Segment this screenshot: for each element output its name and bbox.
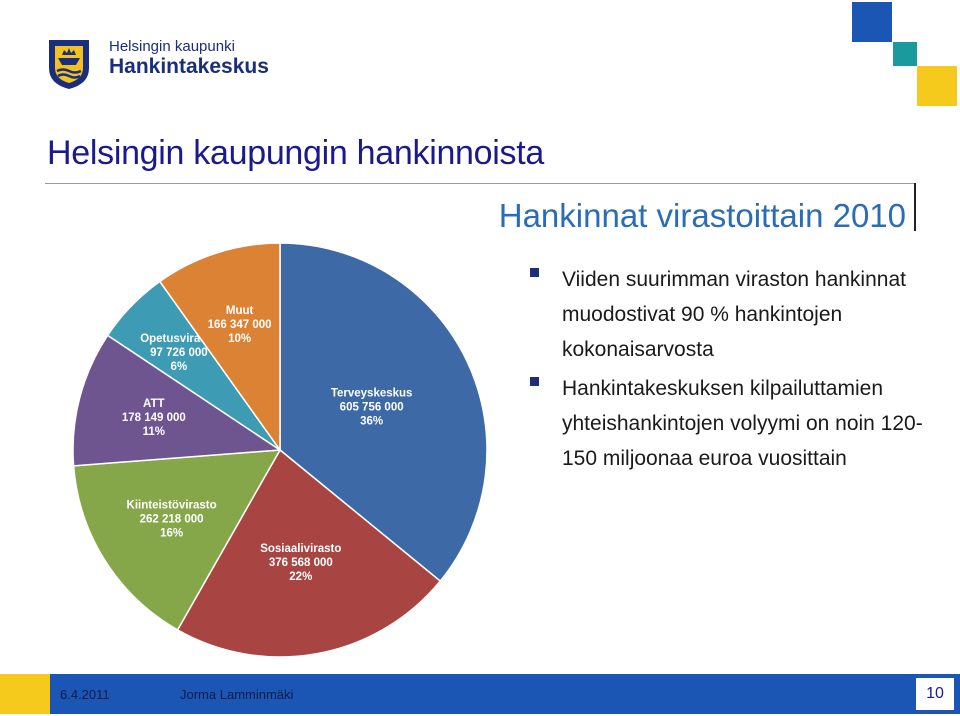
slice-label-name: Sosiaalivirasto — [260, 543, 341, 555]
footer-date: 6.4.2011 — [60, 687, 110, 702]
slice-label-value: 376 568 000 — [269, 557, 333, 569]
helsinki-crest-icon — [49, 40, 89, 89]
slice-label-group: ATT 178 149 000 11% — [122, 398, 186, 438]
slice-label-group: Sosiaalivirasto 376 568 000 22% — [260, 543, 341, 583]
slice-label-percent: 10% — [228, 333, 251, 345]
slice-label-name: Terveyskeskus — [331, 388, 413, 400]
slice-label-name: Muut — [226, 305, 254, 317]
footer-author: Jorma Lamminmäki — [180, 687, 294, 702]
slice-label-group: Terveyskeskus 605 756 000 36% — [331, 388, 413, 428]
org-name: Helsingin kaupunki — [109, 38, 235, 55]
slice-label-percent: 16% — [160, 528, 183, 540]
deco-square-blue — [852, 2, 892, 42]
slice-label-value: 166 347 000 — [208, 319, 272, 331]
slice-label-value: 178 149 000 — [122, 412, 186, 424]
pie-slice-kiinteistövirasto — [72, 449, 282, 631]
slide-subtitle: Hankinnat virastoittain 2010 — [498, 197, 906, 234]
slice-label-value: 97 726 000 — [150, 347, 208, 359]
slice-label-value: 262 218 000 — [140, 514, 204, 526]
pie-chart: Terveyskeskus 605 756 000 36% Sosiaaliviras… — [72, 242, 488, 658]
slice-label-value: 605 756 000 — [340, 402, 404, 414]
slice-label-percent: 36% — [360, 416, 383, 428]
slice-label-name: Kiinteistövirasto — [127, 500, 217, 512]
org-unit-name: Hankintakeskus — [109, 55, 269, 78]
deco-square-yellow — [917, 66, 957, 106]
bullet-item: Hankintakeskuksen kilpailuttamien yhteis… — [528, 371, 948, 476]
slide-title: Helsingin kaupungin hankinnoista — [47, 134, 544, 172]
title-divider — [45, 183, 915, 184]
deco-square-teal — [893, 42, 917, 66]
pie-slice-att — [72, 334, 283, 467]
footer-accent — [0, 674, 50, 714]
pie-slice-sosiaalivirasto — [176, 448, 442, 658]
slice-label-name: ATT — [143, 398, 165, 410]
title-divider-vertical — [914, 183, 916, 231]
org-logo: Helsingin kaupunki Hankintakeskus — [47, 38, 297, 90]
slice-label-percent: 11% — [143, 426, 165, 438]
page-number: 10 — [916, 678, 954, 710]
bullet-list: Viiden suurimman viraston hankinnat muod… — [528, 262, 948, 476]
pie-slice-muut — [158, 242, 281, 453]
footer-bar: 6.4.2011 Jorma Lamminmäki 10 — [0, 674, 960, 714]
bullet-square-icon — [530, 377, 539, 386]
bullet-text: Hankintakeskuksen kilpailuttamien yhteis… — [562, 377, 923, 470]
bullet-text: Viiden suurimman viraston hankinnat muod… — [562, 268, 906, 361]
pie-slice-terveyskeskus — [279, 242, 488, 583]
slice-label-percent: 22% — [289, 571, 312, 583]
slice-label-group: Muut 166 347 000 10% — [208, 305, 272, 345]
bullet-square-icon — [530, 268, 539, 277]
slice-label-group: Kiinteistövirasto 262 218 000 16% — [127, 500, 217, 540]
slice-label-percent: 6% — [171, 361, 188, 373]
bullet-item: Viiden suurimman viraston hankinnat muod… — [528, 262, 948, 367]
